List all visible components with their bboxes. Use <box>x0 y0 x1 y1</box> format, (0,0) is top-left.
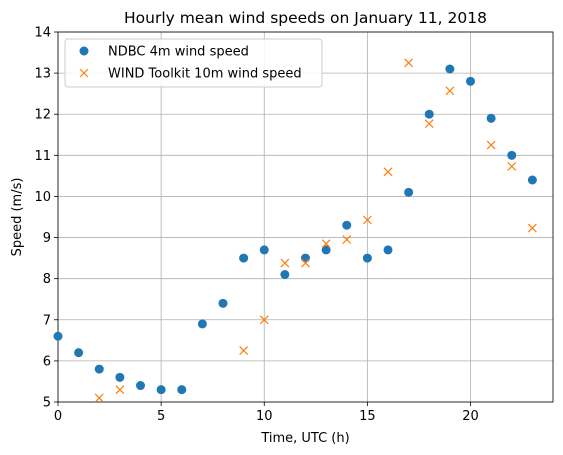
data-point <box>507 150 517 160</box>
data-point <box>197 319 207 329</box>
series-1 <box>53 64 537 395</box>
data-point <box>321 239 331 249</box>
y-tick-label: 11 <box>34 149 51 164</box>
x-tick-label: 20 <box>462 409 479 424</box>
legend: NDBC 4m wind speed WIND Toolkit 10m wind … <box>64 38 323 88</box>
data-point <box>280 258 290 268</box>
x-marker-stroke <box>383 167 393 177</box>
x-marker-stroke <box>94 393 104 403</box>
data-point <box>115 385 125 395</box>
legend-marker <box>79 68 89 78</box>
axes <box>54 31 554 406</box>
x-marker-stroke <box>424 119 434 129</box>
data-point <box>507 162 517 171</box>
data-point <box>486 113 496 123</box>
data-point <box>404 58 414 68</box>
data-point <box>53 331 63 341</box>
x-tick-label: 15 <box>359 409 376 424</box>
data-point <box>94 393 104 403</box>
legend-entries: NDBC 4m wind speed WIND Toolkit 10m wind … <box>79 45 302 82</box>
data-point <box>156 385 166 395</box>
x-tick-label: 0 <box>54 409 62 424</box>
legend-label: WIND Toolkit 10m wind speed <box>108 67 302 82</box>
data-points <box>53 58 537 403</box>
x-marker-stroke <box>79 68 89 78</box>
y-tick-label: 12 <box>34 108 51 123</box>
data-point <box>404 187 414 197</box>
data-point <box>259 245 269 255</box>
data-point <box>527 175 537 185</box>
y-tick-label: 5 <box>43 396 51 411</box>
x-marker-stroke <box>259 315 269 325</box>
data-point <box>136 381 145 391</box>
series-2 <box>94 58 537 403</box>
data-point <box>383 245 393 255</box>
data-point <box>115 372 125 382</box>
legend-label: NDBC 4m wind speed <box>108 45 249 60</box>
data-point <box>94 364 104 374</box>
data-point <box>424 119 434 129</box>
y-tick-label: 7 <box>43 313 51 328</box>
x-tick-label: 5 <box>157 409 165 424</box>
y-tick-label: 14 <box>34 26 51 41</box>
x-marker-stroke <box>239 346 249 356</box>
data-point <box>321 245 331 255</box>
data-point <box>301 253 310 263</box>
x-marker-stroke <box>486 140 496 150</box>
data-point <box>424 109 434 119</box>
x-marker-stroke <box>445 86 455 96</box>
data-point <box>362 215 372 225</box>
data-point <box>486 140 496 150</box>
y-tick-label: 8 <box>43 272 51 287</box>
x-marker-stroke <box>527 223 537 233</box>
y-tick-label: 9 <box>43 231 51 246</box>
x-marker-stroke <box>404 58 414 68</box>
x-marker-stroke <box>342 235 352 245</box>
data-point <box>259 315 269 325</box>
chart-title: Hourly mean wind speeds on January 11, 2… <box>124 9 487 27</box>
legend-box <box>64 38 323 88</box>
data-point <box>301 258 310 268</box>
data-point <box>239 346 249 356</box>
y-axis-label: Speed (m/s) <box>10 178 25 257</box>
legend-marker <box>79 46 89 56</box>
x-marker-stroke <box>280 258 290 268</box>
x-tick-label: 10 <box>256 409 273 424</box>
data-point <box>527 223 537 233</box>
y-tick-label: 13 <box>34 67 51 82</box>
data-point <box>280 270 290 280</box>
data-point <box>177 385 187 395</box>
y-tick-label: 6 <box>43 354 51 369</box>
data-point <box>74 348 84 358</box>
data-point <box>445 64 455 74</box>
x-marker-stroke <box>301 258 310 268</box>
data-point <box>342 220 352 230</box>
plot-frame <box>57 31 554 403</box>
x-marker-stroke <box>362 215 372 225</box>
y-tick-label: 10 <box>34 190 51 205</box>
data-point <box>218 298 228 308</box>
data-point <box>466 76 475 86</box>
x-marker-stroke <box>507 162 517 171</box>
data-point <box>342 235 352 245</box>
data-point <box>239 253 249 263</box>
data-point <box>362 253 372 263</box>
data-point <box>445 86 455 96</box>
x-marker-stroke <box>321 239 331 249</box>
x-marker-stroke <box>115 385 125 395</box>
x-axis-label: Time, UTC (h) <box>260 431 349 446</box>
data-point <box>383 167 393 177</box>
